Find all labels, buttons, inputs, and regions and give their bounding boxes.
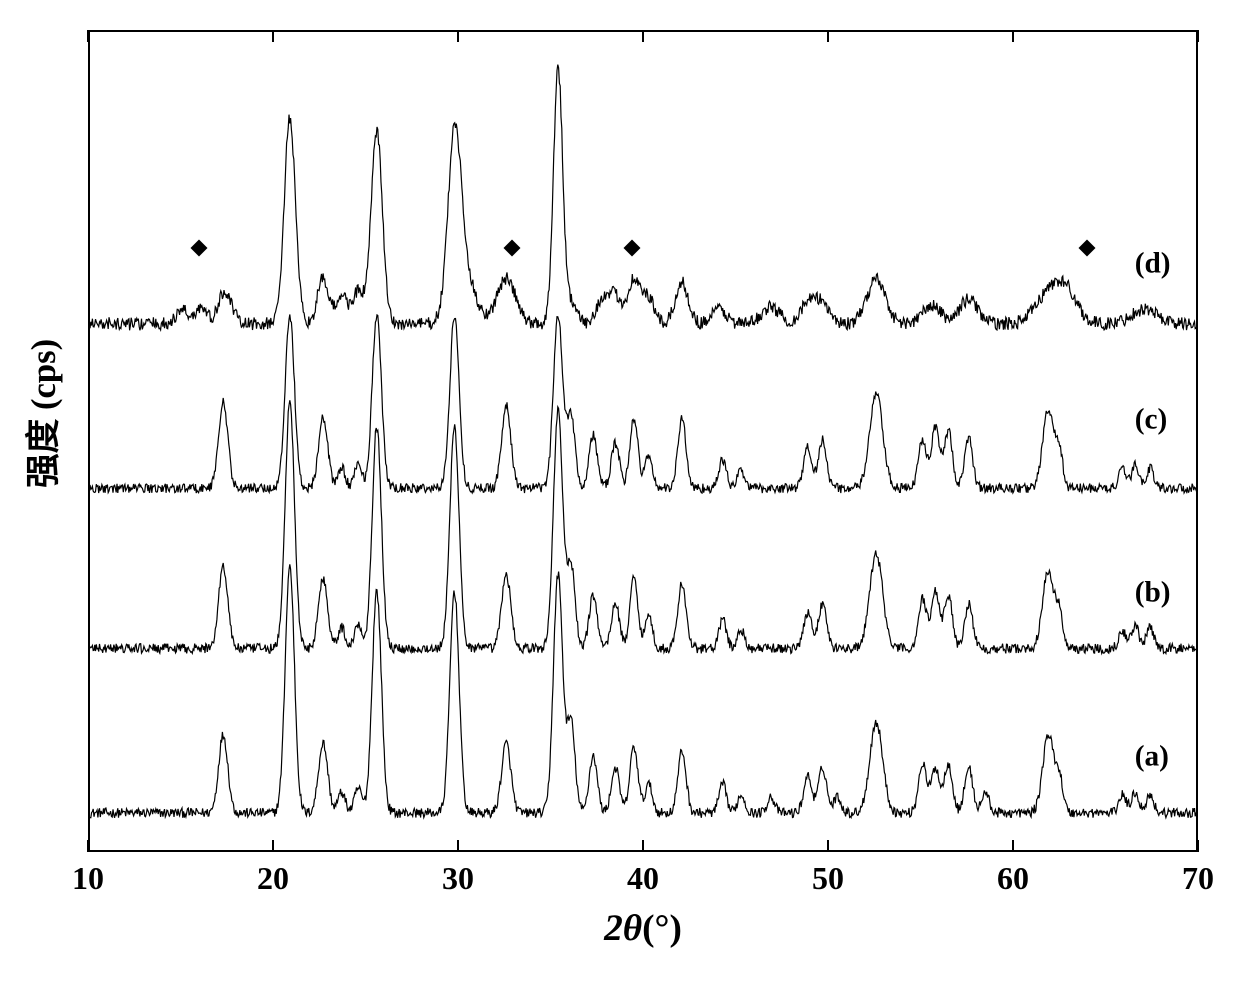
x-axis-label-part1: 2θ <box>604 908 642 949</box>
spectrum-c <box>90 315 1198 494</box>
x-tick <box>1012 840 1014 852</box>
x-tick <box>1197 30 1199 42</box>
y-axis-label: 强度 (cps) <box>15 408 65 488</box>
series-label: (d) <box>1135 248 1171 281</box>
x-tick-label: 20 <box>257 860 289 897</box>
x-axis-label-part2: (°) <box>642 908 682 949</box>
x-tick-label: 40 <box>627 860 659 897</box>
x-tick <box>87 30 89 42</box>
x-tick <box>457 840 459 852</box>
x-tick <box>827 30 829 42</box>
x-tick <box>87 840 89 852</box>
spectrum-a <box>90 564 1198 817</box>
x-tick <box>642 30 644 42</box>
spectrum-d <box>90 65 1198 331</box>
x-tick <box>642 840 644 852</box>
x-tick-label: 50 <box>812 860 844 897</box>
x-tick-label: 30 <box>442 860 474 897</box>
x-tick-label: 60 <box>997 860 1029 897</box>
xrd-figure: 强度 (cps) 2θ(°) 10 20 30 40 50 60 70 (a) (b) (c) (… <box>0 0 1240 981</box>
spectrum-b <box>90 400 1198 653</box>
x-tick-label: 10 <box>72 860 104 897</box>
series-label: (c) <box>1135 404 1168 437</box>
x-tick <box>827 840 829 852</box>
x-tick-label: 70 <box>1182 860 1214 897</box>
series-label: (a) <box>1135 741 1169 774</box>
x-axis-label: 2θ(°) <box>88 907 1198 950</box>
x-tick <box>272 840 274 852</box>
series-label: (b) <box>1135 577 1171 610</box>
x-tick <box>457 30 459 42</box>
x-tick <box>272 30 274 42</box>
spectra-svg <box>90 32 1198 852</box>
x-tick <box>1197 840 1199 852</box>
x-tick <box>1012 30 1014 42</box>
plot-area <box>88 30 1198 852</box>
